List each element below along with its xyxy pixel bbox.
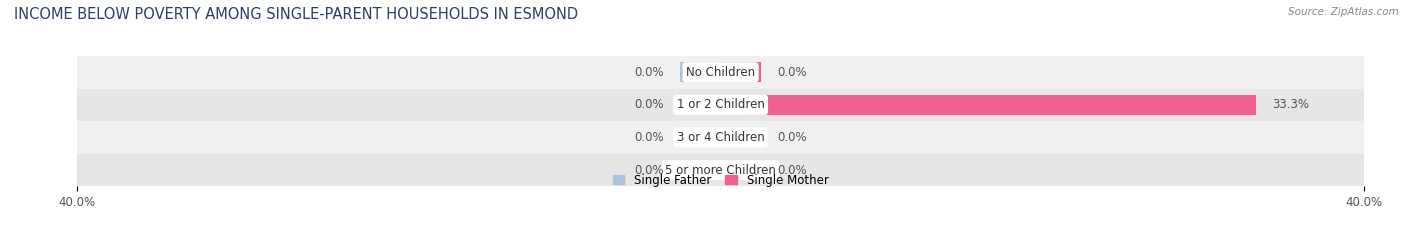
- Bar: [721, 62, 761, 82]
- Bar: [681, 160, 721, 180]
- Bar: [77, 89, 1364, 121]
- Text: No Children: No Children: [686, 66, 755, 79]
- Bar: [721, 95, 1256, 115]
- Bar: [77, 154, 1364, 186]
- Bar: [721, 128, 761, 147]
- Text: 0.0%: 0.0%: [634, 131, 664, 144]
- Text: 0.0%: 0.0%: [778, 66, 807, 79]
- Text: 1 or 2 Children: 1 or 2 Children: [676, 98, 765, 111]
- Text: 33.3%: 33.3%: [1272, 98, 1309, 111]
- Text: INCOME BELOW POVERTY AMONG SINGLE-PARENT HOUSEHOLDS IN ESMOND: INCOME BELOW POVERTY AMONG SINGLE-PARENT…: [14, 7, 578, 22]
- Bar: [681, 128, 721, 147]
- Text: 0.0%: 0.0%: [634, 98, 664, 111]
- Text: 0.0%: 0.0%: [634, 66, 664, 79]
- Text: 0.0%: 0.0%: [778, 131, 807, 144]
- Bar: [681, 95, 721, 115]
- Bar: [77, 56, 1364, 89]
- Text: 3 or 4 Children: 3 or 4 Children: [676, 131, 765, 144]
- Bar: [77, 121, 1364, 154]
- Legend: Single Father, Single Mother: Single Father, Single Mother: [613, 174, 828, 187]
- Bar: [721, 160, 761, 180]
- Text: 5 or more Children: 5 or more Children: [665, 164, 776, 177]
- Text: 0.0%: 0.0%: [778, 164, 807, 177]
- Text: 0.0%: 0.0%: [634, 164, 664, 177]
- Bar: [681, 62, 721, 82]
- Text: Source: ZipAtlas.com: Source: ZipAtlas.com: [1288, 7, 1399, 17]
